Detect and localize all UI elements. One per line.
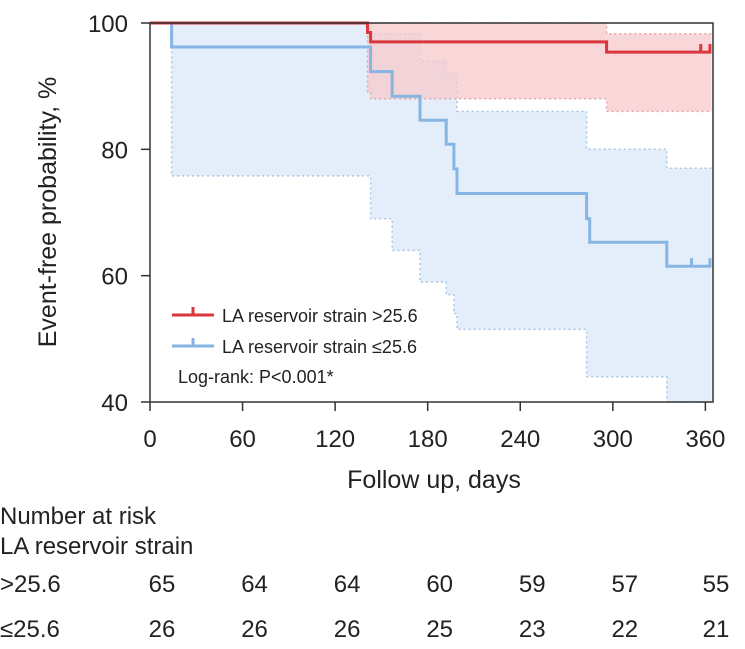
risk-cell: 23 — [518, 616, 546, 643]
legend-label-low: LA reservoir strain ≤25.6 — [222, 337, 417, 357]
risk-cell: 22 — [611, 616, 639, 643]
risk-cell: 64 — [333, 571, 361, 598]
risk-cell: 55 — [702, 571, 730, 598]
risk-cell: 65 — [148, 571, 176, 598]
km-curve-high — [150, 21, 712, 54]
x-tick-label: 120 — [315, 426, 355, 453]
risk-cell: 59 — [518, 571, 546, 598]
legend: LA reservoir strain >25.6 LA reservoir s… — [172, 306, 418, 387]
y-axis-title: Event-free probability, % — [34, 77, 62, 348]
risk-cell: 21 — [702, 616, 730, 643]
x-tick-label: 300 — [593, 426, 633, 453]
survival-curves — [150, 21, 712, 268]
y-tick-label: 80 — [101, 137, 128, 164]
risk-cell: 26 — [148, 616, 176, 643]
plot-frame — [149, 22, 714, 403]
ci-lower-low — [150, 22, 712, 403]
kaplan-meier-chart: 0 60 120 180 240 300 360 40 60 80 100 Follow up, d… — [34, 11, 725, 494]
risk-row-label-high: >25.6 — [0, 571, 61, 598]
risk-cell: 60 — [426, 571, 454, 598]
x-tick-label: 60 — [229, 426, 256, 453]
x-tick-label: 0 — [143, 426, 156, 453]
y-tick-label: 60 — [101, 264, 128, 291]
x-tick-label: 180 — [408, 426, 448, 453]
y-tick-label: 100 — [88, 11, 128, 38]
risk-table-title: Number at risk — [0, 503, 157, 530]
risk-cell: 64 — [241, 571, 268, 598]
x-tick-label: 360 — [685, 426, 725, 453]
risk-cell: 26 — [241, 616, 268, 643]
x-axis-title: Follow up, days — [347, 466, 521, 494]
x-tick-label: 240 — [500, 426, 540, 453]
log-rank-annotation: Log-rank: P<0.001* — [178, 367, 334, 387]
risk-row-label-low: ≤25.6 — [0, 616, 60, 643]
risk-cell: 26 — [333, 616, 361, 643]
km-curve-low — [150, 21, 712, 268]
risk-table-subtitle: LA reservoir strain — [0, 533, 194, 560]
legend-label-high: LA reservoir strain >25.6 — [222, 306, 418, 326]
confidence-band-low — [150, 23, 712, 402]
risk-cell: 25 — [426, 616, 454, 643]
risk-cell: 57 — [611, 571, 639, 598]
axes: 0 60 120 180 240 300 360 40 60 80 100 — [88, 11, 725, 453]
confidence-band-high — [150, 23, 712, 112]
y-tick-label: 40 — [101, 390, 128, 417]
